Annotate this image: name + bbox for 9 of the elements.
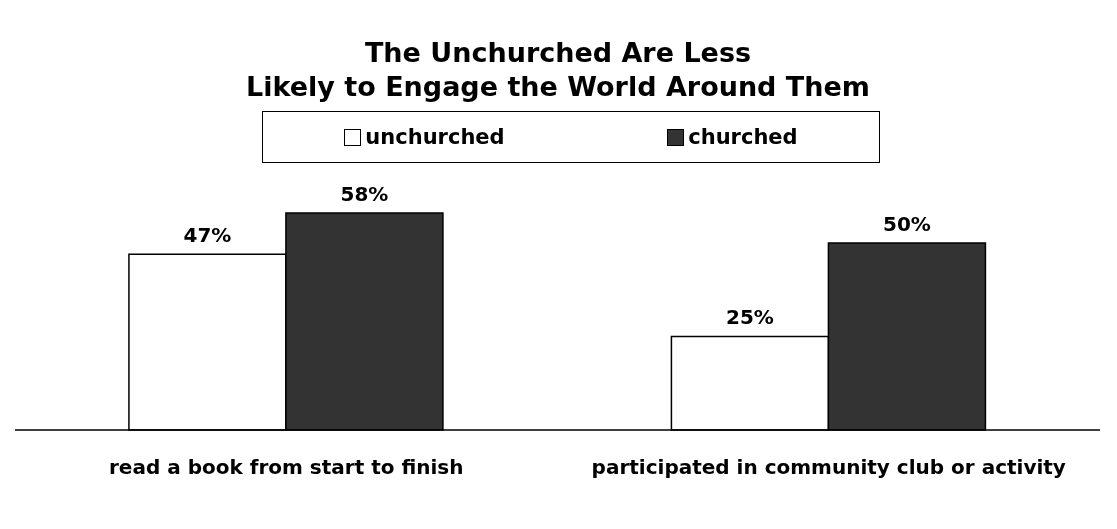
data-label: 25% [725, 305, 774, 330]
x-tick-label: read a book from start to finish [108, 455, 464, 480]
chart-title: The Unchurched Are Less Likely to Engage the World Around Them [245, 36, 871, 104]
data-label: 47% [183, 223, 232, 248]
legend-label: churched [688, 125, 798, 149]
data-label: 58% [340, 182, 389, 206]
x-tick-label: participated in community club or activity [591, 455, 1066, 480]
legend-label: unchurched [365, 125, 505, 149]
data-label: 50% [882, 211, 931, 236]
